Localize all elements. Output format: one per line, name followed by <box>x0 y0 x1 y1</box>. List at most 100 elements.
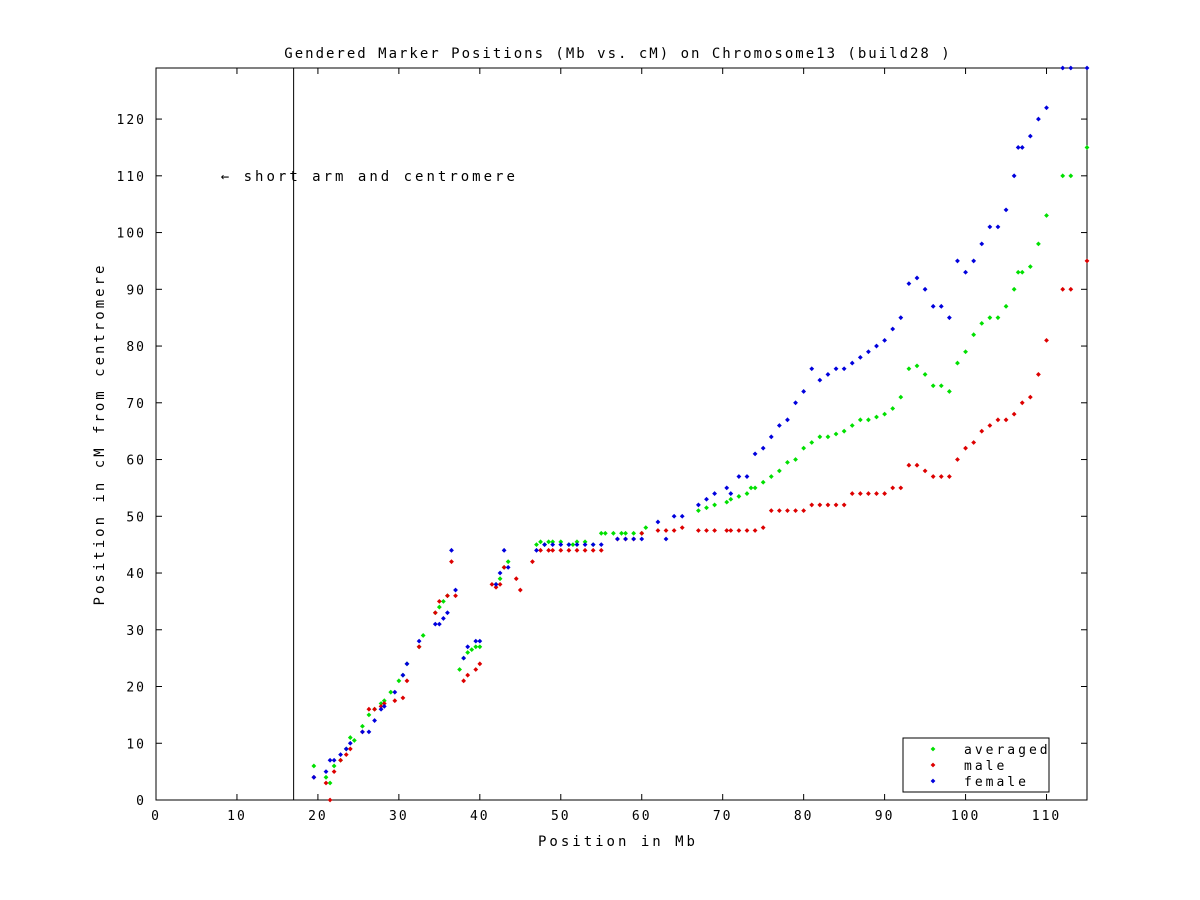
data-point-averaged <box>360 723 365 729</box>
data-point-female <box>704 496 709 502</box>
data-point-male <box>1027 394 1033 400</box>
data-point-averaged <box>938 383 944 389</box>
data-point-female <box>574 542 580 548</box>
data-point-male <box>338 757 343 763</box>
y-tick-label: 60 <box>126 454 146 469</box>
data-point-female <box>501 547 507 553</box>
data-point-male <box>327 797 333 803</box>
data-point-averaged <box>1011 286 1017 292</box>
data-point-averaged <box>724 499 730 505</box>
data-point-averaged <box>570 542 576 548</box>
data-point-female <box>971 258 977 264</box>
data-point-female <box>955 258 960 264</box>
data-point-female <box>493 581 499 587</box>
data-point-female <box>914 275 920 281</box>
data-point-female <box>323 769 329 775</box>
data-point-female <box>1019 145 1025 150</box>
data-point-female <box>1015 145 1021 150</box>
data-point-female <box>505 564 511 570</box>
data-point-female <box>440 616 446 621</box>
data-point-averaged <box>473 644 479 650</box>
data-point-female <box>1060 65 1066 71</box>
data-point-male <box>987 423 993 428</box>
data-point-male <box>381 701 387 706</box>
legend-label-male: male <box>964 759 1007 774</box>
data-point-female <box>793 400 798 406</box>
data-point-female <box>445 610 450 616</box>
data-point-female <box>987 224 993 230</box>
data-point-averaged <box>748 485 754 491</box>
data-point-male <box>938 474 944 479</box>
data-point-averaged <box>979 320 985 326</box>
data-point-averaged <box>914 363 920 369</box>
y-tick-label: 70 <box>126 397 146 412</box>
data-point-female <box>890 326 896 332</box>
data-point-female <box>963 269 968 275</box>
data-point-male <box>538 547 543 553</box>
data-point-male <box>1044 337 1049 343</box>
data-point-female <box>582 542 588 548</box>
x-tick-label: 110 <box>1032 809 1061 824</box>
data-point-female <box>347 740 353 746</box>
chart-title: Gendered Marker Positions (Mb vs. cM) on… <box>284 46 951 62</box>
data-point-male <box>663 528 669 533</box>
data-point-averaged <box>534 542 539 548</box>
data-point-female <box>372 718 377 723</box>
data-point-female <box>360 729 365 735</box>
data-point-female <box>639 536 645 542</box>
data-point-male <box>372 706 377 712</box>
data-point-female <box>534 547 539 553</box>
data-point-averaged <box>809 440 815 445</box>
data-point-male <box>432 610 438 616</box>
data-point-female <box>874 343 879 349</box>
data-point-male <box>639 530 645 536</box>
data-point-female <box>728 491 734 496</box>
data-point-male <box>696 528 701 533</box>
data-point-female <box>343 746 349 752</box>
data-point-male <box>477 661 483 667</box>
data-point-female <box>461 655 467 661</box>
data-point-female <box>566 542 572 548</box>
data-point-female <box>833 366 839 372</box>
data-point-averaged <box>538 539 543 545</box>
data-point-averaged <box>465 650 471 655</box>
data-point-male <box>995 417 1001 423</box>
data-point-male <box>1019 400 1025 406</box>
y-tick-label: 30 <box>126 624 146 639</box>
data-point-averaged <box>866 417 871 423</box>
data-point-female <box>432 621 438 627</box>
data-point-female <box>416 638 422 644</box>
data-point-male <box>736 528 742 533</box>
data-point-female <box>392 689 398 695</box>
data-point-male <box>550 547 556 553</box>
y-tick-label: 50 <box>126 510 146 525</box>
series-female <box>311 65 1090 780</box>
data-point-female <box>857 354 863 360</box>
data-point-averaged <box>619 530 624 536</box>
data-point-male <box>497 581 503 587</box>
data-point-female <box>866 349 871 355</box>
data-point-averaged <box>704 505 709 511</box>
data-point-male <box>898 485 904 491</box>
data-point-male <box>752 528 758 533</box>
data-point-averaged <box>347 735 353 740</box>
data-point-female <box>817 377 823 383</box>
data-point-male <box>825 502 831 508</box>
data-point-averaged <box>955 360 960 366</box>
data-point-male <box>801 508 807 514</box>
y-tick-label: 10 <box>126 737 146 752</box>
data-point-averaged <box>1027 264 1033 270</box>
data-point-averaged <box>857 417 863 423</box>
data-point-averaged <box>396 678 402 684</box>
data-point-female <box>615 536 620 542</box>
data-point-averaged <box>311 763 317 769</box>
data-point-male <box>323 780 329 786</box>
data-point-female <box>979 241 985 247</box>
data-point-averaged <box>882 411 888 417</box>
data-point-male <box>1036 372 1041 377</box>
data-point-male <box>558 547 564 553</box>
data-point-male <box>890 485 896 491</box>
data-point-male <box>882 491 888 496</box>
data-point-female <box>744 474 750 479</box>
